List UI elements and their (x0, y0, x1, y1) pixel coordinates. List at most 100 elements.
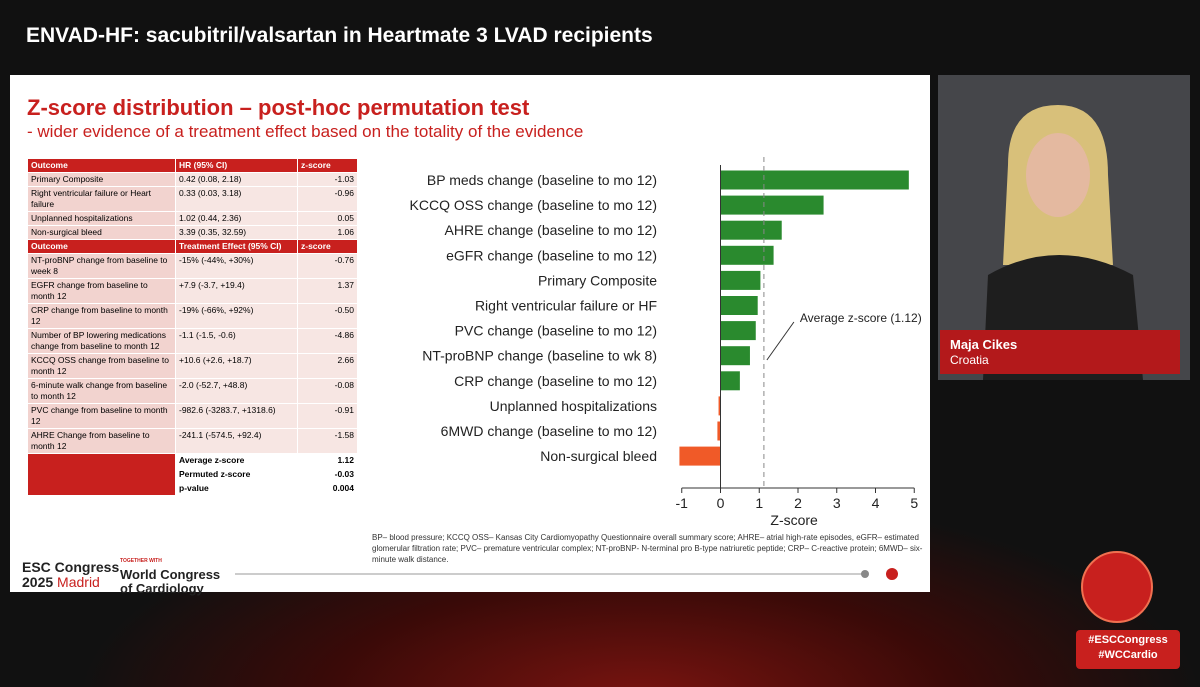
table-cell: AHRE Change from baseline to month 12 (27, 428, 176, 454)
table-cell: Outcome (27, 158, 176, 173)
bar (720, 170, 909, 190)
speaker-name: Maja Cikes (950, 337, 1018, 352)
chart: BP meds change (baseline to mo 12) KCCQ O… (368, 157, 928, 527)
x-tick-label: 2 (794, 495, 802, 511)
table-cell: -241.1 (-574.5, +92.4) (175, 428, 298, 454)
table-cell: 1.02 (0.44, 2.36) (175, 211, 298, 226)
bar (720, 220, 782, 240)
name-overlay: Maja Cikes Croatia (940, 330, 1180, 374)
category-label: eGFR change (baseline to mo 12) (446, 247, 657, 263)
table-cell: 0.05 (297, 211, 358, 226)
table-cell: HR (95% CI) (175, 158, 298, 173)
bar (718, 396, 721, 416)
category-label: Unplanned hospitalizations (490, 398, 657, 414)
table-cell: -2.0 (-52.7, +48.8) (175, 378, 298, 404)
table-row: Right ventricular failure or Heart failu… (27, 186, 358, 212)
table-cell: 0.004 (297, 481, 358, 496)
progress-bar (235, 568, 898, 580)
table-cell: Outcome (27, 239, 176, 254)
table-row: Number of BP lowering medications change… (27, 328, 358, 354)
table-cell: -19% (-66%, +92%) (175, 303, 298, 329)
x-tick-label: -1 (676, 495, 689, 511)
x-tick-label: 1 (755, 495, 763, 511)
hashtags: #ESCCongress #WCCardio (1076, 630, 1180, 669)
table-cell: 6-minute walk change from baseline to mo… (27, 378, 176, 404)
table-cell: PVC change from baseline to month 12 (27, 403, 176, 429)
table-cell: 2.66 (297, 353, 358, 379)
table-cell: Right ventricular failure or Heart failu… (27, 186, 176, 212)
table-cell: 1.12 (297, 453, 358, 468)
table-cell: z-score (297, 158, 358, 173)
table-cell: Permuted z-score (175, 467, 298, 482)
table-cell: 1.37 (297, 278, 358, 304)
table-cell: -1.58 (297, 428, 358, 454)
table-cell: -1.03 (297, 172, 358, 187)
x-tick-label: 0 (717, 495, 725, 511)
table-cell: +7.9 (-3.7, +19.4) (175, 278, 298, 304)
bar (720, 270, 761, 290)
table-row: CRP change from baseline to month 12 -19%… (27, 303, 358, 329)
category-label: 6MWD change (baseline to mo 12) (441, 423, 657, 439)
category-label: Non-surgical bleed (540, 448, 657, 464)
slide: Z-score distribution – post-hoc permutat… (10, 75, 930, 596)
table-row: PVC change from baseline to month 12 -982… (27, 403, 358, 429)
logo-text: World Congress (120, 567, 221, 582)
table-row: Outcome Treatment Effect (95% CI) z-score (27, 239, 358, 254)
table-row: KCCQ OSS change from baseline to month 1… (27, 353, 358, 379)
table-cell: 1.06 (297, 225, 358, 240)
category-label: CRP change (baseline to mo 12) (454, 373, 657, 389)
footnote: BP– blood pressure; KCCQ OSS– Kansas Cit… (372, 533, 923, 564)
table-cell: Number of BP lowering medications change… (27, 328, 176, 354)
logo-year: 2025 (22, 574, 54, 590)
x-axis-label: Z-score (770, 512, 818, 527)
table-row: NT-proBNP change from baseline to week 8… (27, 253, 358, 279)
table-cell: +10.6 (+2.6, +18.7) (175, 353, 298, 379)
table-cell: -0.96 (297, 186, 358, 212)
table-cell: Unplanned hospitalizations (27, 211, 176, 226)
category-label: KCCQ OSS change (baseline to mo 12) (410, 197, 657, 213)
table-row: Unplanned hospitalizations 1.02 (0.44, 2.… (27, 211, 358, 226)
category-label: BP meds change (baseline to mo 12) (427, 172, 657, 188)
results-table: Outcome HR (95% CI) z-score Primary Composi… (27, 158, 358, 496)
logo-line: 2025 Madrid (22, 575, 119, 590)
table-cell: Treatment Effect (95% CI) (175, 239, 298, 254)
logo-city: Madrid (57, 574, 100, 590)
stream-title: ENVAD-HF: sacubitril/valsartan in Heartm… (26, 24, 653, 47)
table-cell: -15% (-44%, +30%) (175, 253, 298, 279)
esc-logo: ESC Congress 2025 Madrid (22, 560, 119, 590)
table-cell: Average z-score (175, 453, 298, 468)
x-tick-label: 4 (872, 495, 880, 511)
x-tick-label: 5 (910, 495, 918, 511)
table-cell: EGFR change from baseline to month 12 (27, 278, 176, 304)
table-cell: Primary Composite (27, 172, 176, 187)
x-tick-label: 3 (833, 495, 841, 511)
table-cell: z-score (297, 239, 358, 254)
slide-title: Z-score distribution – post-hoc permutat… (27, 95, 530, 120)
reference-label: Average z-score (1.12) (800, 311, 922, 325)
table-row: 6-minute walk change from baseline to mo… (27, 378, 358, 404)
table-cell: -982.6 (-3283.7, +1318.6) (175, 403, 298, 429)
table-cell: 0.42 (0.08, 2.18) (175, 172, 298, 187)
table-cell: KCCQ OSS change from baseline to month 1… (27, 353, 176, 379)
table-cell: -0.91 (297, 403, 358, 429)
bar (717, 421, 721, 441)
table-cell: -0.50 (297, 303, 358, 329)
bar (720, 245, 774, 265)
bar (720, 195, 824, 215)
hashtag: #ESCCongress (1088, 634, 1168, 646)
globe-logo (1081, 551, 1153, 623)
bar (720, 371, 740, 391)
logo-text: TOGETHER WITH (120, 558, 162, 564)
table-cell (27, 453, 176, 496)
category-label: NT-proBNP change (baseline to wk 8) (422, 348, 657, 364)
table-cell: -0.76 (297, 253, 358, 279)
bar (679, 446, 721, 466)
table-cell: 3.39 (0.35, 32.59) (175, 225, 298, 240)
bar (720, 346, 750, 366)
slide-subtitle: - wider evidence of a treatment effect b… (27, 122, 584, 141)
table-cell: -1.1 (-1.5, -0.6) (175, 328, 298, 354)
table-row: Non-surgical bleed 3.39 (0.35, 32.59) 1.06 (27, 225, 358, 240)
plot-background (368, 157, 928, 527)
table-cell: 0.33 (0.03, 3.18) (175, 186, 298, 212)
